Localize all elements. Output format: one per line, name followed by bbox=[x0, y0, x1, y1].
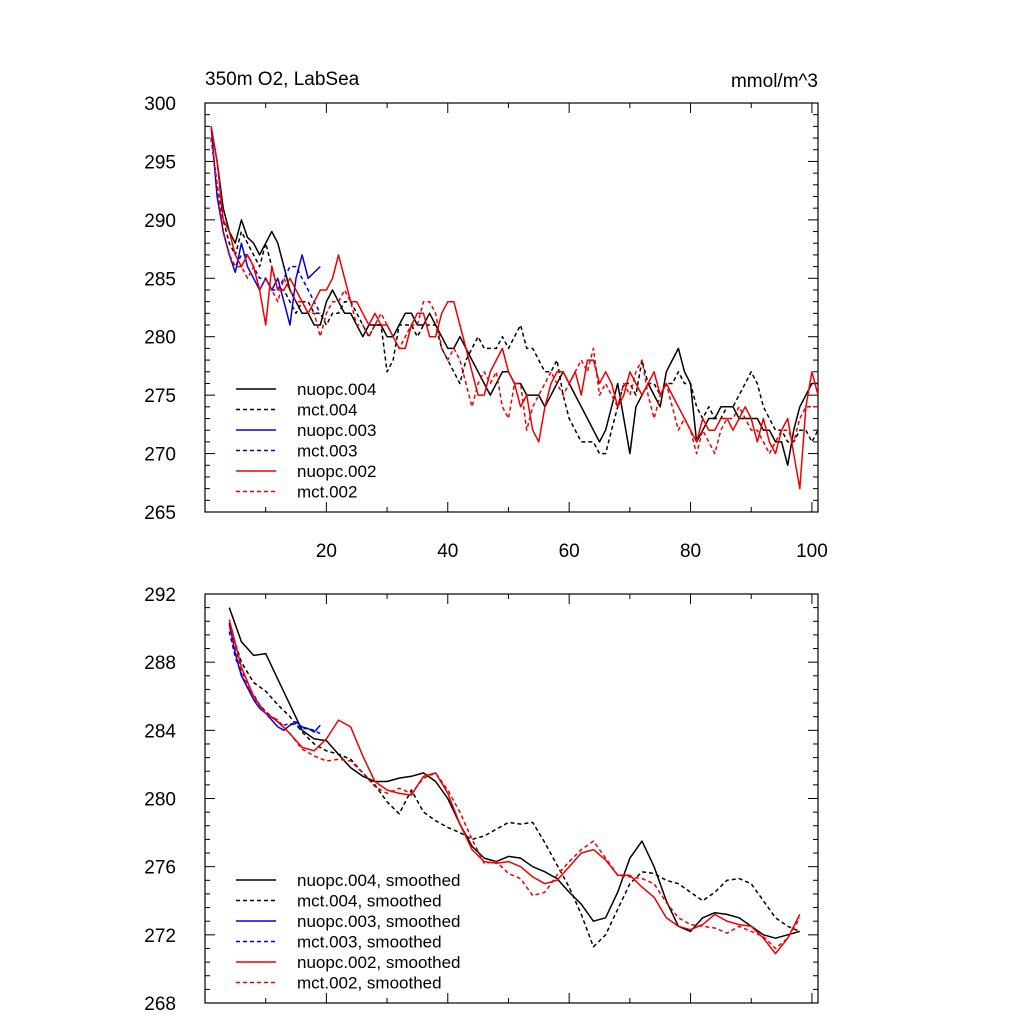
series-line bbox=[228, 626, 801, 950]
series-line bbox=[228, 619, 801, 955]
y-tick-label: 295 bbox=[144, 152, 176, 173]
y-tick-label: 270 bbox=[144, 445, 176, 466]
legend-label: nuopc.004, smoothed bbox=[297, 871, 461, 890]
legend-label: nuopc.003 bbox=[297, 421, 376, 440]
series-line bbox=[210, 138, 819, 455]
legend-label: nuopc.002, smoothed bbox=[297, 953, 461, 972]
legend-label: mct.004, smoothed bbox=[297, 892, 442, 911]
panel-title-left: 350m O2, LabSea bbox=[205, 69, 360, 90]
series-line bbox=[210, 138, 321, 314]
x-tick-label: 40 bbox=[437, 541, 458, 562]
legend-label: nuopc.003, smoothed bbox=[297, 912, 461, 931]
legend-label: mct.003, smoothed bbox=[297, 933, 442, 952]
y-tick-label: 288 bbox=[144, 653, 176, 674]
legend-label: mct.002 bbox=[297, 483, 357, 502]
top-panel: 350m O2, LabSea mmol/m^3 265 270 275 280 285… bbox=[144, 69, 827, 562]
x-tick-label: 60 bbox=[559, 541, 580, 562]
y-tick-label: 285 bbox=[144, 269, 176, 290]
legend-label: mct.004 bbox=[297, 401, 357, 420]
series-line bbox=[210, 126, 819, 490]
series-line bbox=[228, 622, 321, 733]
legend-label: mct.003 bbox=[297, 442, 357, 461]
y-tick-label: 276 bbox=[144, 858, 176, 879]
bottom-panel: 268 272 276 280 284 288 292 nuopc.004, smoothed… bbox=[144, 585, 819, 1015]
y-tick-label: 268 bbox=[144, 994, 176, 1015]
legend-label: nuopc.002 bbox=[297, 462, 376, 481]
legend-label: nuopc.004 bbox=[297, 380, 376, 399]
y-tick-label: 280 bbox=[144, 790, 176, 811]
y-tick-label: 290 bbox=[144, 211, 176, 232]
y-tick-label: 272 bbox=[144, 926, 176, 947]
x-tick-label: 100 bbox=[796, 541, 828, 562]
legend-label: mct.002, smoothed bbox=[297, 974, 442, 993]
series-line bbox=[210, 138, 818, 455]
plot-frame bbox=[204, 102, 819, 513]
y-tick-label: 300 bbox=[144, 94, 176, 115]
y-tick-label: 275 bbox=[144, 386, 176, 407]
y-tick-label: 265 bbox=[144, 503, 176, 524]
y-tick-label: 284 bbox=[144, 721, 176, 742]
x-tick-label: 20 bbox=[316, 541, 337, 562]
series-line bbox=[228, 624, 801, 948]
y-tick-label: 280 bbox=[144, 328, 176, 349]
panel-title-right: mmol/m^3 bbox=[731, 71, 818, 92]
x-tick-label: 80 bbox=[680, 541, 701, 562]
y-tick-label: 292 bbox=[144, 585, 176, 606]
